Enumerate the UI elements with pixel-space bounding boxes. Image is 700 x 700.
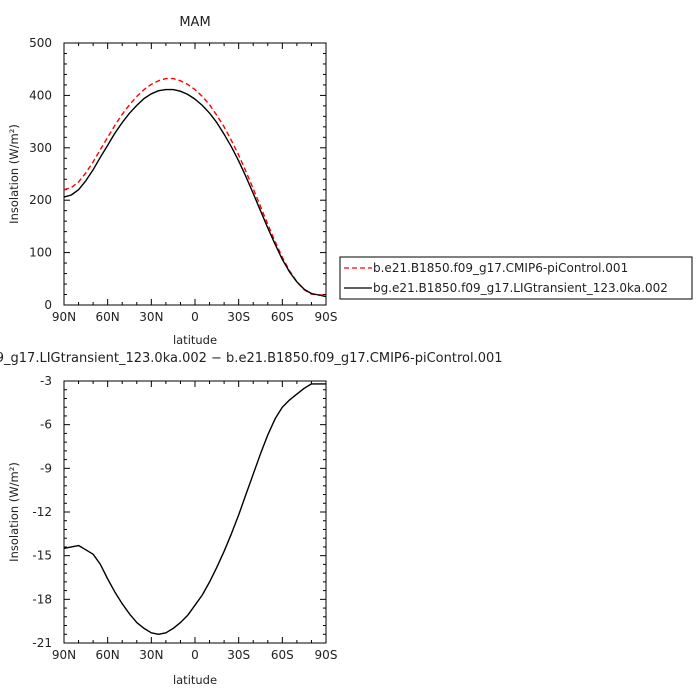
- bottom-plot-frame: [63, 380, 327, 644]
- bottom-series-line-1: [63, 383, 326, 635]
- bottom-y-tick-label: -9: [40, 461, 52, 475]
- top-series-lines: [63, 77, 327, 298]
- top-x-tick-label: 90S: [315, 310, 338, 324]
- top-series-line-1: [63, 77, 326, 296]
- bottom-x-tick-label: 90S: [315, 648, 338, 662]
- bottom-x-tick-label: 60N: [96, 648, 120, 662]
- top-y-tick-label: 100: [29, 246, 52, 260]
- top-y-tick-label: 300: [29, 141, 52, 155]
- legend-label-series-1: b.e21.B1850.f09_g17.CMIP6-piControl.001: [373, 261, 628, 275]
- bottom-y-tick-label: -15: [32, 549, 52, 563]
- top-panel: MAM 90N 60N 30N 0 30S 60S 90S0100200300400500 …: [7, 15, 337, 347]
- top-y-tick-label: 200: [29, 193, 52, 207]
- bottom-y-tick-label: -3: [40, 374, 52, 388]
- bottom-x-tick-label: 30S: [227, 648, 250, 662]
- top-y-axis-label: Insolation (W/m²): [7, 124, 21, 224]
- bottom-y-tick-label: -6: [40, 418, 52, 432]
- bottom-x-tick-label: 90N: [52, 648, 76, 662]
- top-x-tick-label: 30N: [139, 310, 163, 324]
- top-x-tick-label: 60S: [271, 310, 294, 324]
- bottom-ticks: 90N 60N 30N 0 30S 60S 90S -3 -6 -9 -12 -15 -18 -21: [32, 374, 337, 662]
- bottom-x-tick-label: 30N: [139, 648, 163, 662]
- top-x-tick-label: 0: [191, 310, 199, 324]
- bottom-y-tick-label: -12: [32, 505, 52, 519]
- top-x-tick-label: 30S: [227, 310, 250, 324]
- bottom-x-tick-label: 0: [191, 648, 199, 662]
- legend: b.e21.B1850.f09_g17.CMIP6-piControl.001 …: [339, 256, 693, 300]
- bottom-x-axis-label: latitude: [173, 673, 217, 687]
- top-series-line-2: [63, 88, 327, 298]
- bottom-chart-title: bg.e21.B1850.f09_g17.LIGtransient_123.0k…: [0, 351, 503, 366]
- top-y-tick-label: 500: [29, 36, 52, 50]
- bottom-y-tick-label: -21: [32, 636, 52, 650]
- top-x-tick-label: 90N: [52, 310, 76, 324]
- bottom-x-tick-label: 60S: [271, 648, 294, 662]
- top-y-tick-label: 0: [44, 298, 52, 312]
- top-x-tick-label: 60N: [96, 310, 120, 324]
- top-y-tick-label: 400: [29, 88, 52, 102]
- legend-label-series-2: bg.e21.B1850.f09_g17.LIGtransient_123.0k…: [373, 281, 668, 295]
- top-x-axis-label: latitude: [173, 333, 217, 347]
- bottom-panel: bg.e21.B1850.f09_g17.LIGtransient_123.0k…: [0, 351, 503, 687]
- bottom-y-axis-label: Insolation (W/m²): [7, 462, 21, 562]
- bottom-series-lines: [63, 383, 326, 635]
- top-chart-title: MAM: [179, 15, 210, 30]
- legend-box: [339, 256, 693, 300]
- top-ticks: 90N 60N 30N 0 30S 60S 90S 0 100 200 300 400 500: [29, 36, 337, 324]
- bottom-y-tick-label: -18: [32, 592, 52, 606]
